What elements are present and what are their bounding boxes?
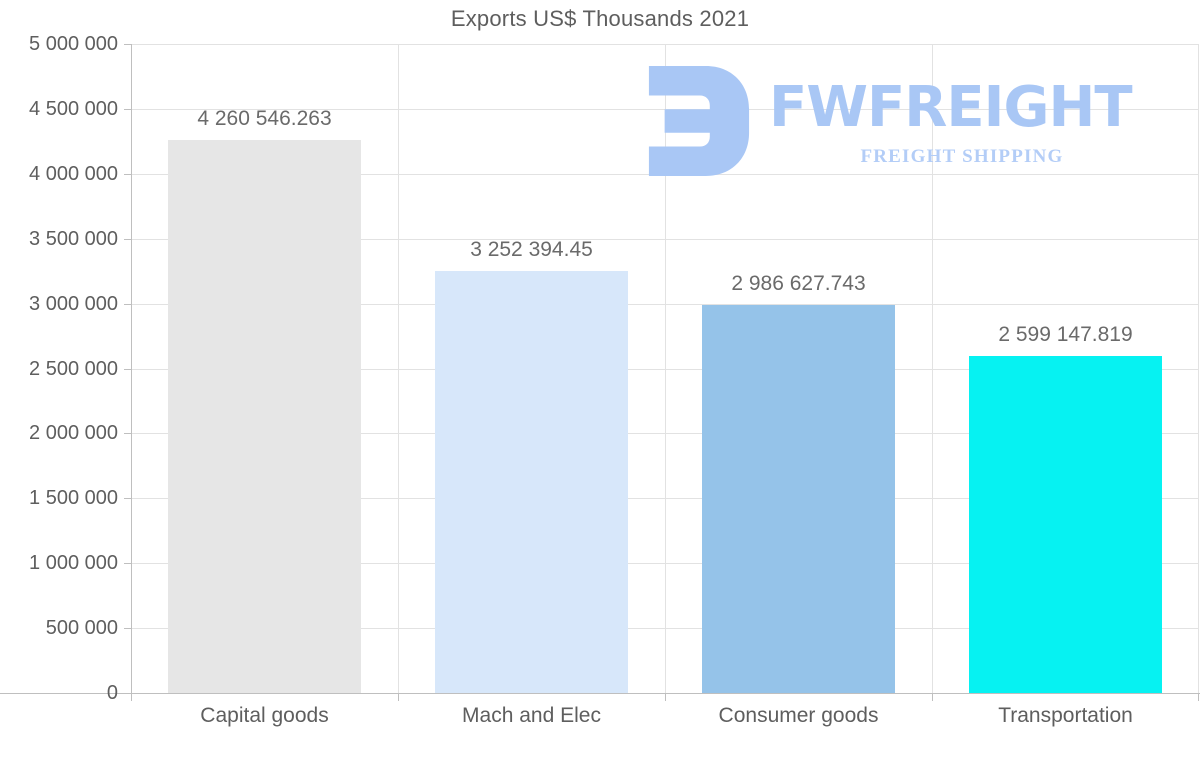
y-axis-tick-label: 500 000	[45, 617, 118, 640]
x-axis-line	[0, 693, 1200, 694]
bar-value-label: 2 986 627.743	[731, 272, 866, 296]
x-axis-tick-mark	[932, 693, 933, 701]
bar-value-label: 2 599 147.819	[998, 322, 1133, 346]
x-axis-tick-mark	[1198, 693, 1199, 701]
y-axis-tick-label: 3 000 000	[29, 292, 118, 315]
x-axis-tick-mark	[131, 693, 132, 701]
x-axis-tick-label: Mach and Elec	[462, 704, 601, 727]
x-axis-tick-label: Consumer goods	[718, 704, 879, 727]
bar[interactable]	[168, 139, 361, 693]
gridline-vertical	[665, 44, 666, 693]
y-axis-tick-mark	[124, 303, 132, 305]
bar-value-label: 4 260 546.263	[197, 106, 332, 130]
y-axis-tick-mark	[124, 563, 132, 565]
bar[interactable]	[435, 270, 628, 693]
chart-title: Exports US$ Thousands 2021	[450, 6, 750, 31]
gridline-vertical	[932, 44, 933, 693]
y-axis-tick-mark	[124, 628, 132, 630]
gridline-vertical	[398, 44, 399, 693]
y-axis-tick-mark	[124, 498, 132, 500]
y-axis-tick-mark	[124, 368, 132, 370]
y-axis-tick-label: 1 500 000	[29, 487, 118, 510]
y-axis-tick-mark	[124, 238, 132, 240]
y-axis-tick-mark	[124, 44, 132, 45]
y-axis-tick-label: 4 500 000	[29, 97, 118, 120]
x-axis-tick-label: Transportation	[998, 704, 1133, 727]
y-axis-tick-label: 3 500 000	[29, 227, 118, 250]
bar[interactable]	[969, 355, 1162, 693]
bar[interactable]	[702, 305, 895, 693]
y-axis-tick-label: 4 000 000	[29, 162, 118, 185]
x-axis-tick-label: Capital goods	[200, 704, 329, 727]
gridline-vertical	[1198, 44, 1199, 693]
y-axis-tick-label: 5 000 000	[29, 33, 118, 55]
y-axis-tick-label: 0	[106, 682, 118, 704]
x-axis-tick-mark	[398, 693, 399, 701]
y-axis-tick-mark	[124, 173, 132, 175]
bar-value-label: 3 252 394.45	[470, 237, 593, 261]
y-axis-tick-label: 2 500 000	[29, 357, 118, 380]
y-axis-tick-label: 2 000 000	[29, 422, 118, 445]
y-axis-tick-mark	[124, 433, 132, 435]
x-axis-tick-mark	[665, 693, 666, 701]
y-axis-tick-mark	[124, 108, 132, 110]
y-axis-tick-label: 1 000 000	[29, 552, 118, 575]
y-axis-tick-mark	[124, 693, 132, 694]
